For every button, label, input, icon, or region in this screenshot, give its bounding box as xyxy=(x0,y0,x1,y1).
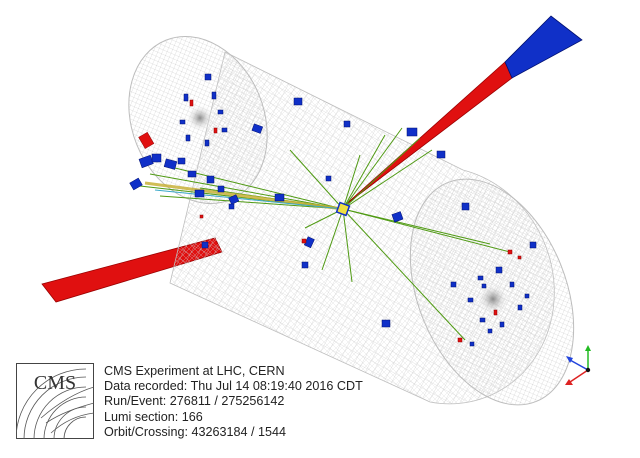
lumi-line: Lumi section: 166 xyxy=(104,409,203,424)
primary-vertex xyxy=(335,201,351,217)
experiment-line: CMS Experiment at LHC, CERN xyxy=(104,364,285,378)
cms-logo-text: CMS xyxy=(34,372,76,394)
endcap-hub-right xyxy=(477,283,509,315)
recorded-line: Data recorded: Thu Jul 14 08:19:40 2016 … xyxy=(104,379,363,394)
tracks xyxy=(139,127,511,341)
orientation-axes xyxy=(565,345,591,385)
detector-barrel xyxy=(128,36,575,406)
run-event-line: Run/Event: 276811 / 275256142 xyxy=(104,394,285,409)
ecal-deposits xyxy=(138,99,522,343)
orbit-line: Orbit/Crossing: 43263184 / 1544 xyxy=(104,424,287,439)
event-info: CMS Experiment at LHC, CERN Data recorde… xyxy=(104,364,363,440)
cms-logo: CMS xyxy=(16,363,94,439)
hcal-deposits xyxy=(129,73,537,347)
endcap-hub-left xyxy=(186,104,214,132)
